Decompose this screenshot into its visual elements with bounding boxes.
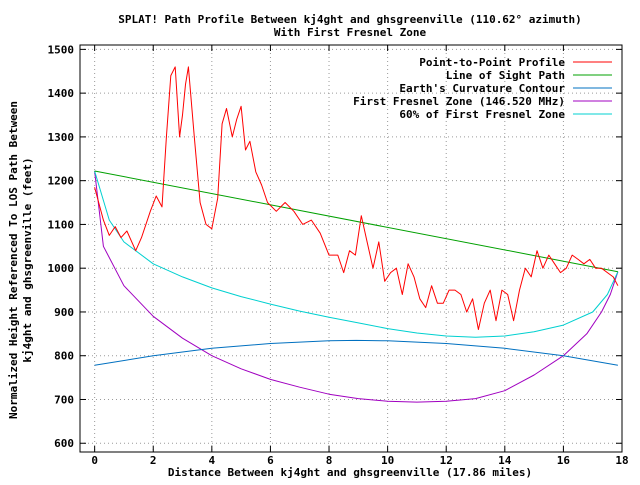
series-group <box>94 66 619 403</box>
x-axis-label: Distance Between kj4ght and ghsgreenvill… <box>168 466 532 479</box>
y-tick-label: 700 <box>54 393 74 406</box>
legend-label-3: First Fresnel Zone (146.520 MHz) <box>353 95 565 108</box>
x-tick-label: 16 <box>557 454 571 467</box>
y-tick-label: 1200 <box>48 175 75 188</box>
series-line-1 <box>94 170 618 273</box>
axis-ticks: 0 2 4 6 8 10 12 14 16 18 600 700 800 900 1000 1100 1200 1… <box>48 43 629 467</box>
chart-subtitle: With First Fresnel Zone <box>274 26 427 39</box>
x-tick-label: 0 <box>91 454 98 467</box>
legend-label-4: 60% of First Fresnel Zone <box>399 108 565 121</box>
y-tick-label: 900 <box>54 306 74 319</box>
series-line-4 <box>94 170 619 338</box>
y-tick-label: 800 <box>54 350 74 363</box>
x-tick-label: 18 <box>615 454 628 467</box>
x-tick-label: 4 <box>209 454 216 467</box>
x-tick-label: 8 <box>326 454 333 467</box>
series-line-0 <box>94 66 619 330</box>
y-axis-label-line2: kj4ght and ghsgreenville (feet) <box>21 157 34 362</box>
plot-frame <box>79 44 623 453</box>
legend-label-2: Earth's Curvature Contour <box>399 82 565 95</box>
y-tick-label: 1100 <box>48 218 75 231</box>
series-line-3 <box>94 170 619 403</box>
x-tick-label: 12 <box>440 454 453 467</box>
legend-label-1: Line of Sight Path <box>446 69 565 82</box>
x-tick-label: 10 <box>381 454 394 467</box>
series-line-2 <box>94 339 618 366</box>
x-tick-label: 6 <box>267 454 274 467</box>
y-tick-label: 1400 <box>48 87 75 100</box>
y-axis-label-line1: Normalized Height Referenced To LOS Path… <box>7 101 20 419</box>
legend-label-0: Point-to-Point Profile <box>419 56 565 69</box>
x-tick-label: 14 <box>498 454 512 467</box>
y-tick-label: 1000 <box>48 262 75 275</box>
y-tick-label: 1300 <box>48 131 75 144</box>
chart-title: SPLAT! Path Profile Between kj4ght and g… <box>118 13 582 26</box>
x-tick-label: 2 <box>150 454 157 467</box>
y-tick-label: 600 <box>54 437 74 450</box>
y-tick-label: 1500 <box>48 43 75 56</box>
